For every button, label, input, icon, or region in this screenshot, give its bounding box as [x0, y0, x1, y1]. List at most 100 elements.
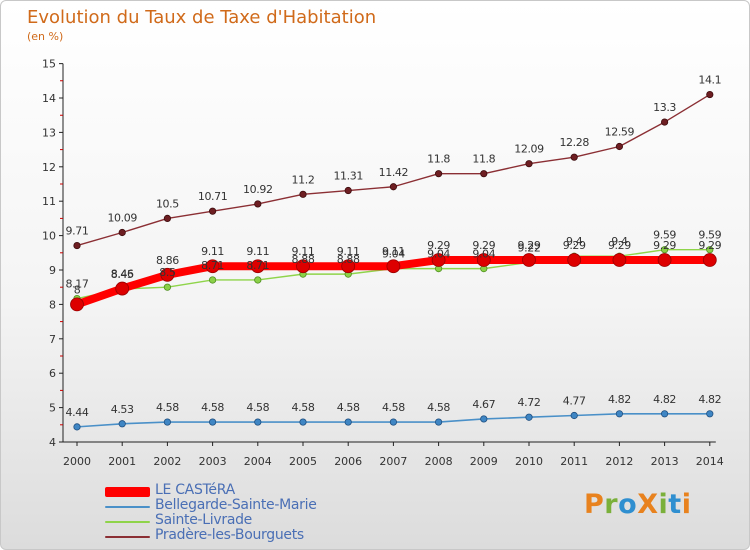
data-label: 11.31 — [333, 170, 363, 183]
y-tick-label: 10 — [42, 230, 56, 243]
x-tick-label: 2012 — [605, 455, 633, 468]
legend-label: LE CASTéRA — [155, 482, 235, 498]
y-tick-label: 13 — [42, 126, 56, 139]
logo-letter: i — [681, 489, 692, 520]
data-label: 9.29 — [698, 239, 721, 252]
data-label: 9.11 — [337, 245, 360, 258]
data-point — [570, 411, 578, 420]
logo-letter: P — [584, 489, 605, 520]
data-label: 12.09 — [514, 143, 544, 156]
data-label: 9.59 — [698, 229, 721, 242]
data-label: 8.71 — [246, 259, 269, 272]
data-label: 4.67 — [472, 398, 495, 411]
data-label: 9.11 — [201, 245, 224, 258]
data-point — [706, 90, 714, 99]
data-label: 9.11 — [246, 245, 269, 258]
data-label: 4.53 — [111, 403, 134, 416]
legend-swatch — [105, 521, 150, 523]
data-point — [480, 415, 488, 423]
data-point — [209, 276, 217, 284]
data-point — [434, 170, 443, 178]
data-point — [525, 160, 533, 168]
legend-label: Sainte-Livrade — [155, 512, 252, 528]
data-point — [660, 410, 669, 418]
data-label: 4.82 — [608, 393, 631, 406]
y-tick-label: 6 — [49, 367, 56, 380]
logo-letter: i — [658, 489, 669, 520]
data-point — [118, 420, 126, 428]
data-label: 8.46 — [111, 268, 134, 281]
data-point — [522, 253, 536, 267]
data-label: 8.88 — [337, 253, 360, 266]
legend-item: Pradère-les-Bourguets — [105, 527, 405, 543]
data-point — [160, 267, 175, 282]
data-label: 14.1 — [698, 74, 721, 87]
data-point — [386, 259, 401, 274]
data-label: 8.5 — [159, 266, 176, 279]
legend-label: Bellegarde-Sainte-Marie — [155, 497, 317, 513]
data-label: 8.45 — [111, 268, 134, 281]
data-point — [70, 297, 84, 312]
data-point — [299, 418, 307, 426]
data-label: 9.29 — [472, 239, 495, 252]
data-point — [299, 190, 307, 198]
y-tick-label: 4 — [49, 436, 56, 449]
data-label: 4.58 — [292, 401, 315, 414]
x-tick-label: 2002 — [153, 455, 181, 468]
data-point — [615, 142, 624, 151]
data-point — [163, 214, 171, 222]
x-tick-label: 2001 — [108, 455, 136, 468]
data-label: 4.58 — [156, 401, 179, 414]
proxiti-logo: ProXiti — [584, 489, 691, 520]
data-point — [73, 241, 81, 250]
data-label: 9.11 — [292, 245, 315, 258]
data-point — [73, 423, 81, 431]
data-point — [389, 418, 397, 426]
data-label: 9.29 — [427, 239, 450, 252]
data-label: 10.92 — [243, 183, 273, 196]
data-label: 8.86 — [156, 254, 179, 267]
data-point — [205, 259, 220, 274]
data-label: 11.42 — [379, 166, 409, 179]
data-point — [706, 246, 714, 254]
y-tick-label: 15 — [42, 58, 56, 71]
data-point — [434, 418, 443, 426]
x-tick-label: 2000 — [63, 455, 91, 468]
legend-swatch — [105, 487, 150, 497]
data-point — [118, 228, 126, 237]
data-label: 4.58 — [201, 401, 224, 414]
x-tick-label: 2004 — [244, 455, 272, 468]
data-point — [480, 170, 488, 178]
x-tick-label: 2007 — [379, 455, 407, 468]
x-tick-label: 2011 — [560, 455, 588, 468]
data-label: 9.71 — [66, 225, 89, 238]
data-point — [657, 253, 672, 267]
data-label: 12.59 — [605, 126, 635, 139]
chart-title: Evolution du Taux de Taxe d'Habitation — [27, 7, 377, 28]
data-label: 4.58 — [427, 401, 450, 414]
x-tick-label: 2014 — [696, 455, 724, 468]
data-label: 4.72 — [518, 396, 541, 409]
data-point — [163, 418, 171, 426]
data-label: 9.22 — [518, 241, 541, 254]
x-tick-label: 2005 — [289, 455, 317, 468]
data-point — [254, 200, 262, 208]
data-point — [115, 281, 130, 296]
data-point — [389, 183, 397, 191]
data-label: 9.4 — [566, 235, 583, 248]
data-point — [344, 418, 352, 426]
y-tick-label: 5 — [49, 402, 56, 415]
x-tick-label: 2013 — [651, 455, 679, 468]
data-label: 10.5 — [156, 197, 179, 210]
y-tick-label: 8 — [49, 298, 56, 311]
data-point — [612, 253, 627, 267]
logo-letter: X — [637, 489, 659, 520]
data-point — [209, 418, 217, 426]
logo-letter: t — [668, 489, 682, 520]
data-label: 11.2 — [292, 173, 315, 186]
x-tick-label: 2003 — [199, 455, 227, 468]
data-point — [344, 186, 352, 195]
data-label: 9.04 — [382, 248, 405, 261]
y-tick-label: 11 — [42, 195, 56, 208]
